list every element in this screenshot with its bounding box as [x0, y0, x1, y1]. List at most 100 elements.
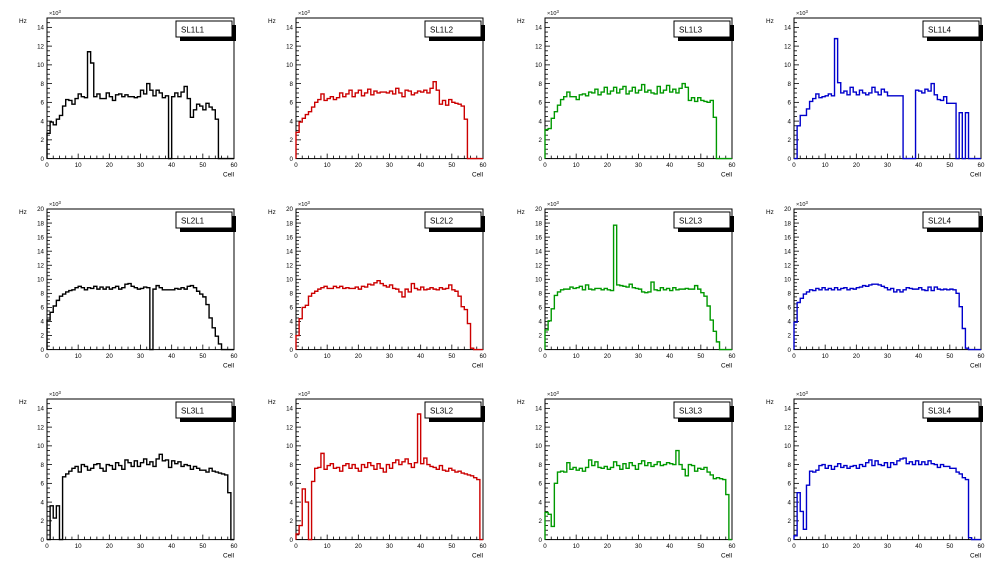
x-tick-label: 60 — [231, 162, 238, 169]
y-axis: 0 2 4 6 8 10 12 14 16 18 20 ×103 Hz — [766, 199, 808, 353]
y-tick-label: 8 — [539, 81, 543, 88]
plot-svg: 0 10 20 30 40 50 60 Cell 0 2 4 6 8 10 12 14 16 18 20 ×103 Hz… — [268, 199, 487, 369]
plot-pad-sl2l2[interactable]: 0 10 20 30 40 50 60 Cell 0 2 4 6 8 10 12 14 16 18 20 ×103 Hz… — [249, 190, 498, 382]
y-axis-title: Hz — [517, 18, 525, 25]
y-tick-label: 2 — [41, 137, 45, 144]
legend-box[interactable]: SL1L4 — [922, 20, 983, 41]
legend-label: SL3L3 — [679, 407, 703, 416]
y-tick-label: 16 — [784, 234, 791, 241]
legend-box[interactable]: SL1L2 — [424, 20, 485, 41]
y-tick-label: 14 — [286, 25, 293, 32]
x-tick-label: 60 — [978, 353, 985, 360]
y-tick-label: 2 — [539, 137, 543, 144]
legend-label: SL1L3 — [679, 25, 703, 34]
x-axis: 0 10 20 30 40 50 60 Cell — [45, 534, 238, 560]
y-tick-label: 10 — [535, 443, 542, 450]
x-tick-label: 50 — [448, 543, 455, 550]
legend-box[interactable]: SL3L3 — [673, 401, 734, 423]
plot-pad-sl3l2[interactable]: 0 10 20 30 40 50 60 Cell 0 2 4 6 8 10 12 14 ×103 Hz SL3L2 — [249, 381, 498, 572]
y-tick-label: 0 — [788, 537, 792, 544]
legend-box[interactable]: SL2L1 — [175, 211, 236, 232]
y-tick-label: 10 — [784, 443, 791, 450]
y-tick-label: 0 — [290, 537, 294, 544]
legend-box[interactable]: SL2L2 — [424, 211, 485, 232]
x-tick-label: 40 — [666, 543, 673, 550]
x-tick-label: 10 — [324, 162, 331, 169]
legend-box[interactable]: SL3L1 — [175, 401, 236, 423]
histogram-line — [794, 37, 981, 160]
y-axis-title: Hz — [268, 399, 276, 406]
x-tick-label: 30 — [884, 543, 891, 550]
legend-box[interactable]: SL2L3 — [673, 211, 734, 232]
x-tick-label: 0 — [294, 162, 298, 169]
y-tick-label: 6 — [539, 481, 543, 488]
y-axis-exponent: ×103 — [49, 199, 61, 207]
x-axis-title: Cell — [223, 362, 234, 369]
y-axis: 0 2 4 6 8 10 12 14 ×103 Hz — [19, 9, 61, 163]
x-tick-label: 20 — [604, 162, 611, 169]
y-tick-label: 8 — [290, 81, 294, 88]
x-tick-label: 40 — [666, 353, 673, 360]
y-tick-label: 14 — [784, 25, 791, 32]
plot-pad-sl2l1[interactable]: 0 10 20 30 40 50 60 Cell 0 2 4 6 8 10 12 14 16 18 20 ×103 Hz… — [0, 190, 249, 382]
x-tick-label: 50 — [697, 543, 704, 550]
x-tick-label: 20 — [106, 162, 113, 169]
x-tick-label: 50 — [448, 353, 455, 360]
y-tick-label: 6 — [290, 100, 294, 107]
plot-svg: 0 10 20 30 40 50 60 Cell 0 2 4 6 8 10 12 14 ×103 Hz SL1L4 — [766, 9, 985, 179]
y-axis-exponent: ×103 — [547, 199, 559, 207]
plot-pad-sl3l1[interactable]: 0 10 20 30 40 50 60 Cell 0 2 4 6 8 10 12 14 ×103 Hz SL3L1 — [0, 381, 249, 572]
plot-pad-sl1l1[interactable]: 0 10 20 30 40 50 60 Cell 0 2 4 6 8 10 12 14 ×103 Hz SL1L1 — [0, 0, 249, 191]
y-tick-label: 14 — [784, 406, 791, 413]
y-tick-label: 4 — [290, 499, 294, 506]
y-tick-label: 20 — [37, 206, 44, 213]
y-axis: 0 2 4 6 8 10 12 14 ×103 Hz — [19, 390, 61, 544]
plot-pad-sl3l3[interactable]: 0 10 20 30 40 50 60 Cell 0 2 4 6 8 10 12 14 ×103 Hz SL3L3 — [498, 381, 747, 572]
y-tick-label: 8 — [41, 462, 45, 469]
y-axis-title: Hz — [766, 209, 774, 216]
plot-pad-sl2l4[interactable]: 0 10 20 30 40 50 60 Cell 0 2 4 6 8 10 12 14 16 18 20 ×103 Hz… — [747, 190, 996, 382]
plot-frame — [793, 17, 982, 160]
y-tick-label: 4 — [539, 499, 543, 506]
y-tick-label: 6 — [41, 100, 45, 107]
y-tick-label: 0 — [539, 346, 543, 353]
x-axis: 0 10 20 30 40 50 60 Cell — [792, 534, 985, 560]
plot-pad-sl1l4[interactable]: 0 10 20 30 40 50 60 Cell 0 2 4 6 8 10 12 14 ×103 Hz SL1L4 — [747, 0, 996, 191]
y-tick-label: 18 — [286, 220, 293, 227]
x-axis-title: Cell — [472, 553, 483, 560]
plot-pad-sl1l3[interactable]: 0 10 20 30 40 50 60 Cell 0 2 4 6 8 10 12 14 ×103 Hz SL1L3 — [498, 0, 747, 191]
x-tick-label: 20 — [355, 543, 362, 550]
x-axis: 0 10 20 30 40 50 60 Cell — [792, 344, 985, 369]
y-tick-label: 0 — [41, 537, 45, 544]
x-tick-label: 10 — [75, 162, 82, 169]
y-tick-label: 12 — [784, 425, 791, 432]
legend-box[interactable]: SL3L2 — [424, 401, 485, 423]
plot-pad-sl1l2[interactable]: 0 10 20 30 40 50 60 Cell 0 2 4 6 8 10 12 14 ×103 Hz SL1L2 — [249, 0, 498, 191]
legend-box[interactable]: SL1L3 — [673, 20, 734, 41]
legend-label: SL1L4 — [928, 25, 952, 34]
plot-pad-sl2l3[interactable]: 0 10 20 30 40 50 60 Cell 0 2 4 6 8 10 12 14 16 18 20 ×103 Hz… — [498, 190, 747, 382]
legend-box[interactable]: SL1L1 — [175, 20, 236, 41]
y-tick-label: 10 — [784, 62, 791, 69]
y-axis: 0 2 4 6 8 10 12 14 16 18 20 ×103 Hz — [268, 199, 310, 353]
x-tick-label: 30 — [635, 543, 642, 550]
x-tick-label: 10 — [75, 543, 82, 550]
x-axis: 0 10 20 30 40 50 60 Cell — [294, 534, 487, 560]
x-tick-label: 50 — [199, 353, 206, 360]
plot-svg: 0 10 20 30 40 50 60 Cell 0 2 4 6 8 10 12 14 16 18 20 ×103 Hz… — [19, 199, 238, 369]
x-tick-label: 0 — [294, 543, 298, 550]
x-tick-label: 0 — [792, 353, 796, 360]
x-tick-label: 50 — [199, 543, 206, 550]
x-axis: 0 10 20 30 40 50 60 Cell — [792, 153, 985, 179]
legend-box[interactable]: SL3L4 — [922, 401, 983, 423]
y-tick-label: 6 — [290, 481, 294, 488]
y-axis-exponent: ×103 — [796, 199, 808, 207]
x-tick-label: 40 — [915, 353, 922, 360]
y-tick-label: 20 — [535, 206, 542, 213]
plot-pad-sl3l4[interactable]: 0 10 20 30 40 50 60 Cell 0 2 4 6 8 10 12 14 ×103 Hz SL3L4 — [747, 381, 996, 572]
legend-box[interactable]: SL2L4 — [922, 211, 983, 232]
y-tick-label: 10 — [286, 443, 293, 450]
x-tick-label: 0 — [543, 543, 547, 550]
y-tick-label: 4 — [290, 318, 294, 325]
x-tick-label: 50 — [697, 162, 704, 169]
